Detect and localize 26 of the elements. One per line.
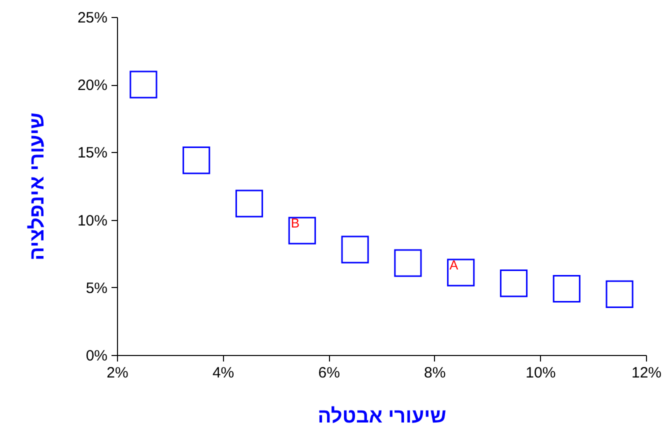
annotation: A	[450, 258, 459, 273]
x-tick-label: 6%	[318, 364, 340, 382]
point	[552, 274, 580, 303]
y-axis-title: שיעורי אינפלציה	[26, 112, 48, 260]
y-tick-label: 25%	[77, 10, 108, 26]
y-tick-label: 10%	[77, 212, 108, 230]
point	[130, 70, 158, 98]
point	[394, 249, 422, 277]
point	[182, 146, 210, 174]
point	[288, 216, 316, 244]
point	[500, 270, 528, 298]
y-tick-label: 15%	[77, 144, 108, 162]
x-tick-label: 8%	[424, 364, 446, 382]
annotation: B	[290, 216, 300, 231]
x-axis-title: שיעורי אבטלה	[318, 406, 446, 428]
y-tick-label: 20%	[77, 77, 108, 94]
x-tick-label: 12%	[631, 364, 662, 382]
point	[606, 280, 634, 308]
x-tick-label: 10%	[526, 364, 556, 382]
point	[235, 190, 264, 218]
x-tick-label: 4%	[212, 364, 234, 382]
x-tick-label: 2%	[106, 364, 128, 382]
y-tick-label: 0%	[86, 348, 108, 364]
y-tick-label: 5%	[86, 280, 108, 297]
point	[447, 258, 475, 286]
point	[341, 236, 369, 264]
